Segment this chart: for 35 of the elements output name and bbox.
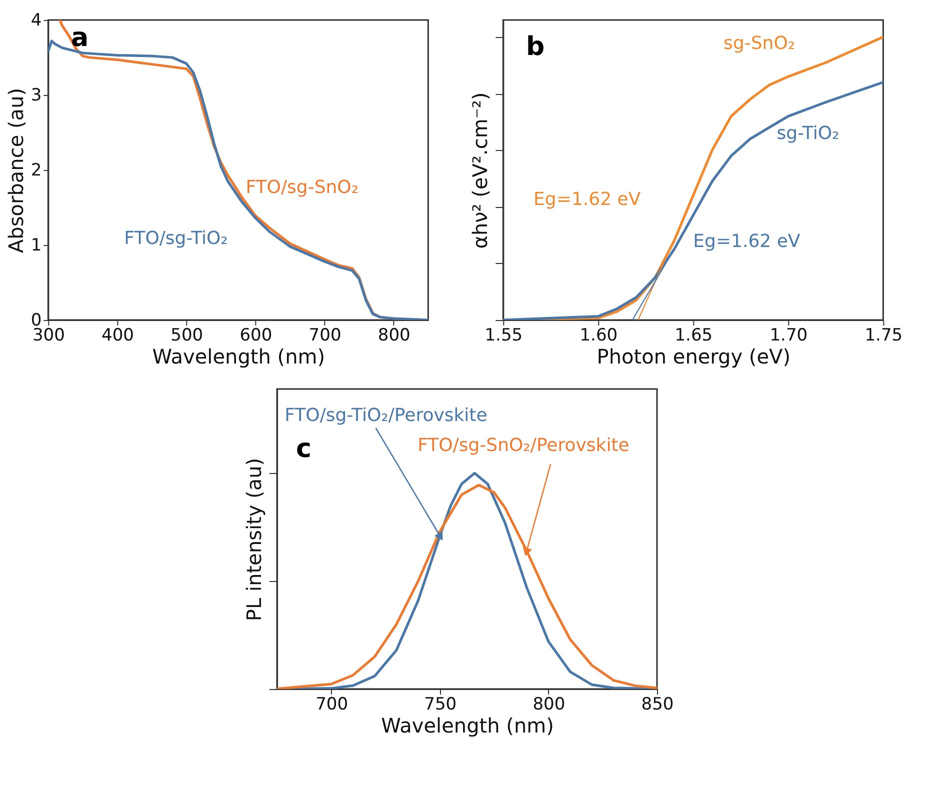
x-tick-label: 750 [424,694,457,714]
x-tick-label: 800 [532,694,566,714]
annotation: Eg=1.62 eV [693,231,801,252]
y-axis-title: Absorbance (au) [4,88,28,254]
x-tick-label: 850 [641,694,674,714]
x-tick-label: 1.75 [864,326,903,346]
x-tick-label: 700 [308,326,342,346]
y-tick-label: 3 [30,86,42,106]
chart-title: c [296,434,312,464]
x-tick-label: 600 [240,326,272,346]
y-tick-label: 1 [30,236,42,256]
text: FTO/sg-SnO₂/Perovskite [418,435,630,456]
x-tick-label: 700 [316,694,348,714]
x-tick-label: 500 [170,326,204,346]
x-tick-label: 1.60 [580,326,618,346]
annotation: Eg=1.62 eV [534,189,642,210]
series-label: FTO/sg-TiO₂ [124,228,228,249]
y-tick-label: 2 [30,160,42,180]
x-axis-title: Wavelength (nm) [381,714,554,738]
x-axis-title: Wavelength (nm) [152,344,326,368]
x-tick-label: 1.65 [674,326,713,346]
chart-title: b [526,32,545,62]
y-axis-title: αhν² (eV².cm⁻²) [468,92,492,249]
x-tick-label: 1.55 [484,326,523,346]
series-label: sg-TiO₂ [776,123,840,144]
x-tick-label: 1.70 [770,326,808,346]
series-label: sg-SnO₂ [724,33,796,54]
x-axis-title: Photon energy (eV) [596,344,791,368]
x-tick-label: 400 [102,326,134,346]
y-tick-label: 4 [30,10,42,30]
chart-title: a [70,23,89,53]
text: FTO/sg-TiO₂/Perovskite [284,405,488,426]
series-label: FTO/sg-SnO₂ [246,177,359,198]
x-tick-label: 800 [378,326,410,346]
y-axis-title: PL intensity (au) [242,458,266,622]
